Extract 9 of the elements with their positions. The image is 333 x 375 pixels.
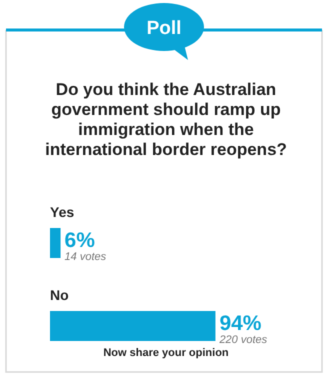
chart-title: Do you think the Australian government should ramp up immigration when the international border reopens? — [45, 80, 287, 159]
text: Poll — [146, 18, 182, 39]
annotation: 220 votes — [218, 334, 268, 346]
annotation: 14 votes — [64, 251, 107, 263]
y-tick-label: No — [50, 287, 69, 303]
data-label: 94% — [219, 312, 262, 335]
y-tick-label: Yes — [50, 204, 74, 220]
data-label: 6% — [64, 229, 96, 252]
annotation: Now share your opinion — [103, 347, 229, 359]
